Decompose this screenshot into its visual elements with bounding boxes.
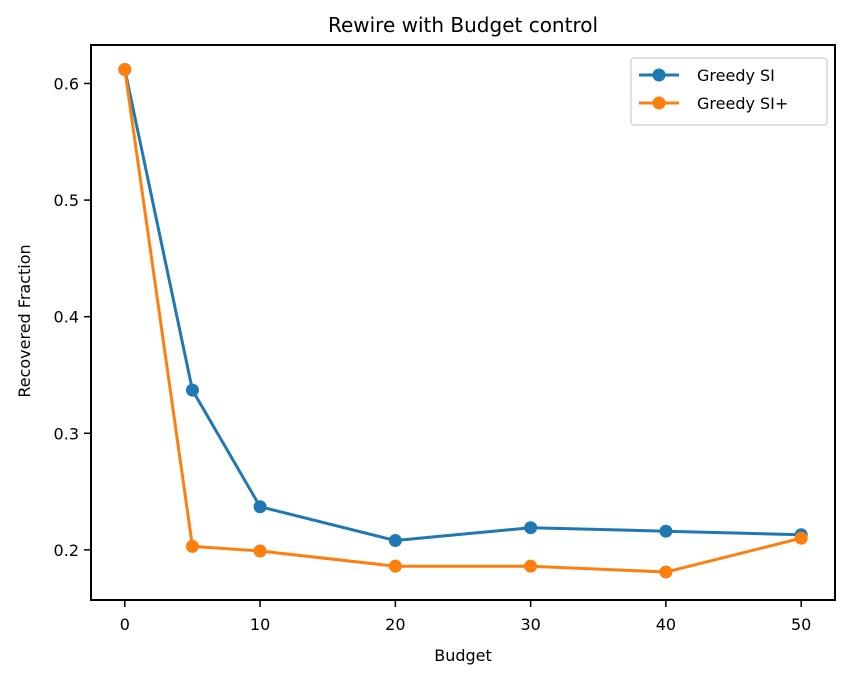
plot-area xyxy=(118,62,808,579)
y-axis-label: Recovered Fraction xyxy=(15,244,34,397)
legend-box xyxy=(630,57,828,126)
y-tick-label: 0.4 xyxy=(54,308,79,327)
x-axis-label: Budget xyxy=(434,646,492,665)
series-2 xyxy=(118,62,808,579)
data-point xyxy=(524,521,538,535)
data-point xyxy=(185,539,199,553)
chart-title: Rewire with Budget control xyxy=(328,13,598,37)
x-tick-label: 30 xyxy=(520,615,540,634)
data-point xyxy=(118,62,132,76)
plot-frame xyxy=(90,44,836,601)
series-line xyxy=(123,69,802,543)
data-point xyxy=(253,500,267,514)
data-point xyxy=(659,565,673,579)
y-tick-label: 0.2 xyxy=(54,541,79,560)
series-1 xyxy=(118,62,808,548)
x-tick-label: 20 xyxy=(385,615,405,634)
y-tick-label: 0.5 xyxy=(54,191,79,210)
axes: 0 10 20 30 40 50 0.2 0.3 0.4 0.5 0.6 xyxy=(54,44,836,634)
legend-entry-2: Greedy SI+ xyxy=(639,94,788,113)
data-point xyxy=(659,524,673,538)
legend-entry-1: Greedy SI xyxy=(639,66,775,85)
x-tick-label: 50 xyxy=(791,615,811,634)
x-tick-label: 10 xyxy=(250,615,270,634)
legend-marker xyxy=(652,68,666,82)
data-point xyxy=(185,383,199,397)
legend-label: Greedy SI+ xyxy=(697,94,788,113)
legend-marker xyxy=(652,96,666,110)
x-tick-label: 0 xyxy=(120,615,130,634)
data-point xyxy=(794,531,808,545)
data-point xyxy=(253,544,267,558)
y-tick-label: 0.3 xyxy=(54,424,79,443)
data-point xyxy=(388,534,402,548)
x-tick-label: 40 xyxy=(656,615,676,634)
y-tick-label: 0.6 xyxy=(54,74,79,93)
series-line xyxy=(123,69,802,574)
legend: Greedy SI Greedy SI+ xyxy=(630,57,828,126)
data-point xyxy=(388,559,402,573)
legend-label: Greedy SI xyxy=(697,66,775,85)
data-point xyxy=(524,559,538,573)
